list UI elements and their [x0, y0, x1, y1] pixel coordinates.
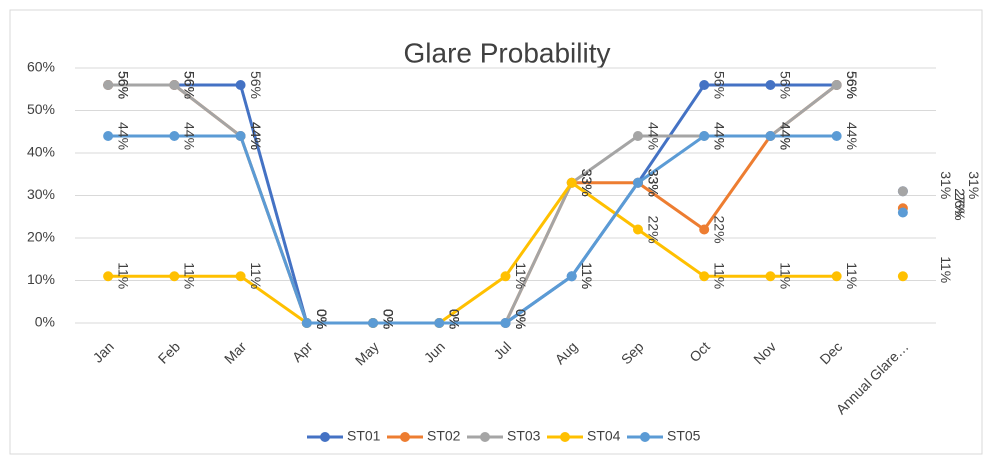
legend-marker — [480, 432, 490, 442]
data-point — [632, 131, 643, 141]
legend-marker — [640, 432, 650, 442]
data-point — [500, 318, 511, 328]
data-point — [765, 131, 776, 141]
y-tick-label: 0% — [35, 314, 55, 330]
y-tick-label: 10% — [27, 271, 55, 287]
data-point — [897, 207, 908, 218]
data-label: 56% — [248, 71, 264, 99]
data-point — [699, 224, 710, 235]
data-label: 11% — [248, 262, 264, 289]
data-label: 11% — [778, 262, 794, 289]
data-label: 27% — [952, 188, 968, 216]
data-label: 44% — [115, 122, 131, 150]
data-label: 22% — [711, 216, 727, 244]
data-point — [103, 131, 114, 141]
data-point — [831, 131, 842, 141]
data-label: 56% — [115, 71, 131, 99]
legend-label: ST05 — [667, 428, 701, 444]
data-point — [831, 80, 842, 90]
data-label: 44% — [248, 122, 264, 150]
data-label: 11% — [938, 256, 954, 283]
data-point — [632, 177, 643, 188]
data-label: 31% — [966, 171, 982, 199]
legend-label: ST04 — [587, 428, 621, 444]
data-point — [765, 271, 776, 282]
data-point — [434, 318, 445, 328]
data-label: 11% — [513, 262, 529, 289]
data-label: 11% — [844, 262, 860, 289]
legend-marker — [320, 432, 330, 442]
data-label: 33% — [579, 169, 595, 197]
legend-label: ST01 — [347, 428, 381, 444]
data-label: 11% — [115, 262, 131, 289]
legend-label: ST02 — [427, 428, 461, 444]
data-point — [566, 271, 577, 282]
data-point — [566, 177, 577, 188]
data-label: 56% — [844, 71, 860, 99]
data-point — [765, 80, 776, 90]
y-tick-label: 50% — [27, 101, 55, 117]
data-label: 56% — [844, 71, 860, 99]
data-point — [699, 131, 710, 141]
data-point — [368, 318, 379, 328]
data-point — [235, 271, 246, 282]
data-label: 26% — [952, 193, 968, 221]
data-point — [103, 271, 114, 282]
data-label: 56% — [711, 71, 727, 99]
data-label: 44% — [844, 122, 860, 150]
data-label: 0% — [314, 309, 330, 329]
legend-marker — [400, 432, 410, 442]
series-line — [108, 180, 837, 325]
chart-border — [9, 9, 983, 455]
y-tick-label: 40% — [27, 144, 55, 160]
data-point — [235, 80, 246, 90]
data-label: 0% — [380, 309, 396, 329]
data-point — [897, 186, 908, 197]
data-label: 44% — [778, 122, 794, 150]
data-label: 44% — [248, 122, 264, 150]
data-point — [169, 80, 180, 90]
data-label: 44% — [248, 122, 264, 150]
data-label: 11% — [711, 262, 727, 289]
data-point — [699, 271, 710, 282]
data-point — [831, 271, 842, 282]
data-label: 44% — [711, 122, 727, 150]
data-label: 0% — [513, 309, 529, 329]
data-point — [235, 131, 246, 141]
data-label: 56% — [844, 71, 860, 99]
legend-label: ST03 — [507, 428, 541, 444]
series-line — [108, 134, 837, 325]
data-label: 56% — [778, 71, 794, 99]
data-point — [103, 80, 114, 90]
data-label: 31% — [938, 171, 954, 199]
data-label: 44% — [645, 122, 661, 150]
data-point — [169, 131, 180, 141]
data-point — [632, 224, 643, 235]
data-point — [169, 271, 180, 282]
y-tick-label: 20% — [27, 229, 55, 245]
legend-marker — [560, 432, 570, 442]
data-label: 22% — [645, 216, 661, 244]
data-point — [500, 271, 511, 282]
data-point — [897, 271, 908, 282]
data-label: 0% — [447, 309, 463, 329]
data-point — [699, 80, 710, 90]
y-tick-label: 60% — [27, 59, 55, 75]
data-label: 33% — [645, 169, 661, 197]
data-label: 56% — [182, 71, 198, 99]
data-label: 11% — [579, 262, 595, 289]
data-point — [301, 318, 312, 328]
y-tick-label: 30% — [27, 186, 55, 202]
data-label: 11% — [579, 262, 595, 289]
data-label: 44% — [182, 122, 198, 150]
chart-title: Glare Probability — [404, 37, 611, 68]
data-label: 11% — [182, 262, 198, 289]
